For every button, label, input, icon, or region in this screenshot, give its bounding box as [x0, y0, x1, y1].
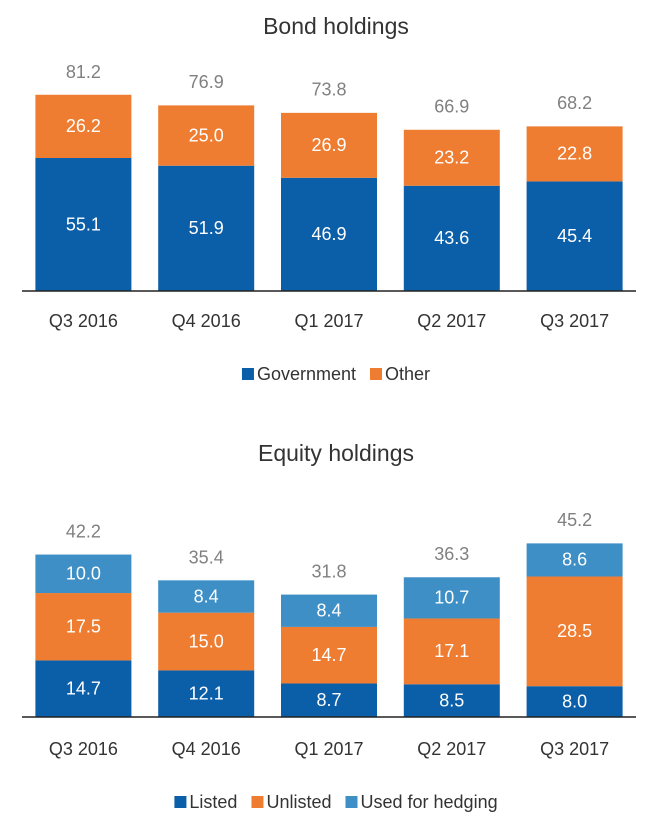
x-tick-label: Q1 2017: [294, 311, 363, 331]
bar-segment: [403, 185, 500, 291]
bar-segment: [526, 126, 623, 182]
x-tick-label: Q4 2016: [172, 739, 241, 759]
chart-title: Bond holdings: [263, 13, 409, 39]
bar-segment: [526, 543, 623, 577]
data-label: 12.1: [189, 683, 224, 703]
bar-segment: [158, 670, 255, 717]
data-label: 8.6: [562, 550, 587, 570]
bar-segment: [403, 684, 500, 717]
x-tick-label: Q3 2017: [540, 739, 609, 759]
bar-segment: [35, 94, 132, 158]
data-label: 15.0: [189, 631, 224, 651]
bar-segment: [35, 660, 132, 717]
data-label: 25.0: [189, 125, 224, 145]
total-label: 73.8: [311, 80, 346, 100]
data-label: 46.9: [311, 224, 346, 244]
bar-segment: [281, 177, 377, 291]
legend-swatch: [370, 368, 383, 380]
total-label: 68.2: [557, 93, 592, 113]
legend-swatch: [345, 796, 358, 808]
bar-segment: [35, 158, 132, 291]
bar-segment: [158, 165, 255, 291]
bar-segment: [158, 612, 255, 671]
legend-label: Government: [257, 364, 356, 384]
bar-segment: [403, 577, 500, 619]
data-label: 14.7: [311, 645, 346, 665]
bar-segment: [403, 618, 500, 685]
bar-segment: [35, 554, 132, 594]
data-label: 8.4: [316, 601, 341, 621]
total-label: 36.3: [434, 544, 469, 564]
x-tick-label: Q3 2017: [540, 311, 609, 331]
bar-segment: [281, 683, 377, 717]
x-tick-label: Q3 2016: [49, 739, 118, 759]
legend: Government Other: [241, 364, 430, 384]
x-tick-label: Q4 2016: [172, 311, 241, 331]
bar-segment: [526, 181, 623, 291]
data-label: 14.7: [66, 678, 101, 698]
data-label: 22.8: [557, 144, 592, 164]
data-label: 8.7: [316, 690, 341, 710]
legend-label: Unlisted: [266, 792, 331, 812]
data-label: 8.5: [439, 690, 464, 710]
total-label: 45.2: [557, 510, 592, 530]
data-label: 17.5: [66, 616, 101, 636]
data-label: 51.9: [189, 218, 224, 238]
bar-segment: [526, 576, 623, 687]
data-label: 23.2: [434, 148, 469, 168]
data-label: 45.4: [557, 226, 592, 246]
data-label: 8.0: [562, 691, 587, 711]
total-label: 42.2: [66, 521, 101, 541]
bar-segment: [158, 580, 255, 613]
legend-label: Used for hedging: [360, 792, 497, 812]
total-label: 76.9: [189, 72, 224, 92]
data-label: 55.1: [66, 214, 101, 234]
legend-swatch: [251, 796, 264, 808]
data-label: 28.5: [557, 621, 592, 641]
legend: Listed Unlisted Used for hedging: [174, 792, 498, 812]
bar-segment: [281, 594, 377, 627]
legend-label: Other: [385, 364, 430, 384]
legend-label: Listed: [189, 792, 237, 812]
data-label: 10.7: [434, 588, 469, 608]
bar-segment: [403, 129, 500, 186]
data-label: 43.6: [434, 228, 469, 248]
x-tick-label: Q2 2017: [417, 311, 486, 331]
chart-title: Equity holdings: [258, 440, 414, 466]
data-label: 10.0: [66, 564, 101, 584]
bar-segment: [281, 626, 377, 684]
x-tick-label: Q3 2016: [49, 311, 118, 331]
legend-swatch: [174, 796, 187, 808]
bar-segment: [526, 686, 623, 717]
total-label: 66.9: [434, 96, 469, 116]
x-tick-label: Q1 2017: [294, 739, 363, 759]
data-label: 8.4: [194, 586, 219, 606]
data-label: 26.2: [66, 116, 101, 136]
bar-segment: [35, 593, 132, 661]
legend-swatch: [241, 368, 254, 380]
bar-segment: [158, 105, 255, 166]
total-label: 81.2: [66, 62, 101, 82]
total-label: 35.4: [189, 547, 224, 567]
x-tick-label: Q2 2017: [417, 739, 486, 759]
data-label: 17.1: [434, 641, 469, 661]
bar-segment: [281, 112, 377, 178]
total-label: 31.8: [311, 561, 346, 581]
data-label: 26.9: [311, 135, 346, 155]
